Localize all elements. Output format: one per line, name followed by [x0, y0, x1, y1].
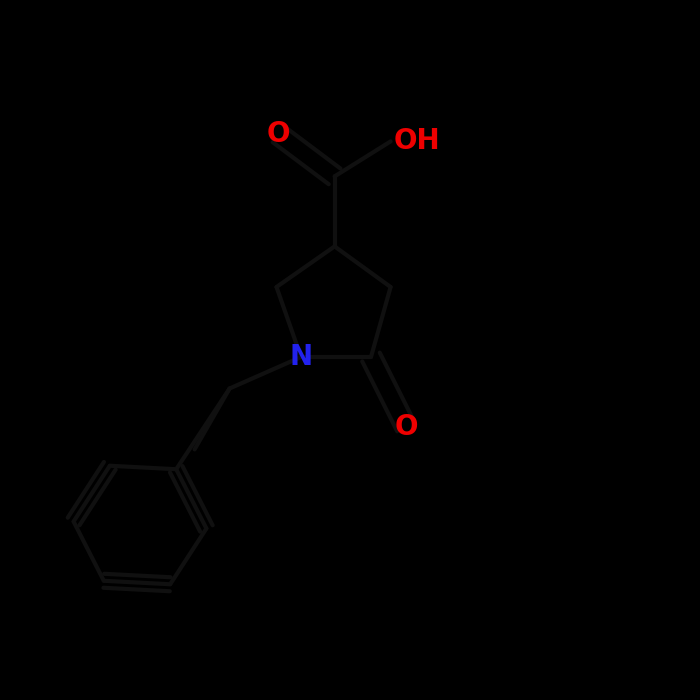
Text: OH: OH: [394, 127, 441, 155]
Text: O: O: [267, 120, 290, 148]
Text: N: N: [289, 343, 313, 371]
Text: O: O: [394, 413, 418, 441]
